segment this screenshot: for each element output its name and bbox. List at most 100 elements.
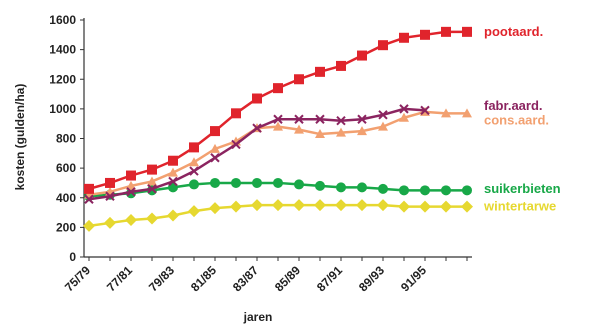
data-point [104,216,116,229]
data-point [126,170,136,181]
data-point [336,116,346,126]
data-point [168,155,178,166]
data-point [189,179,199,190]
data-point [441,108,451,118]
y-axis-ticks: 0 200 400 600 800 1000 1200 1400 1600 [49,13,84,264]
data-point [440,200,452,213]
series-label: cons.aard. [484,113,549,128]
y-tick-label: 0 [69,250,76,264]
data-point [189,157,199,167]
series-fabr-aard- [84,104,430,204]
data-point [294,74,304,85]
data-point [209,202,221,215]
series-label: wintertarwe [483,199,556,214]
data-point [420,105,430,116]
data-point [126,180,136,190]
x-tick-label: 79/83 [146,263,177,294]
data-point [315,129,325,139]
data-point [293,199,305,212]
data-point [357,114,367,124]
data-point [210,143,220,153]
data-point [356,199,368,212]
x-tick-label: 75/79 [62,263,93,294]
data-point [251,199,263,212]
x-tick-label: 91/95 [398,263,429,294]
data-point [314,199,326,212]
data-point [84,194,94,204]
x-tick-label: 89/93 [356,263,387,294]
data-point [189,166,199,176]
data-point [147,184,157,194]
data-point [230,200,242,213]
data-point [252,177,262,188]
data-point [399,112,409,122]
data-point [378,183,388,194]
data-point [336,60,346,71]
data-point [377,199,389,212]
data-point [147,176,157,186]
data-point [105,191,115,201]
data-point [105,177,115,188]
data-point [335,199,347,212]
data-point [273,114,283,124]
data-point [273,121,283,131]
y-tick-label: 400 [56,191,76,205]
data-point [273,177,283,188]
y-tick-label: 1000 [49,102,76,116]
data-point [420,29,430,40]
data-point [231,177,241,188]
data-point [231,108,241,119]
data-point [357,50,367,61]
data-point [441,26,451,37]
y-tick-label: 600 [56,161,76,175]
series-pootaard- [84,26,472,194]
data-point [231,139,241,150]
data-point [125,213,137,226]
y-tick-label: 1200 [49,72,76,86]
series-labels: pootaard. fabr.aard.cons.aard. suikerbiete… [483,24,561,214]
x-tick-label: 77/81 [104,263,135,294]
data-point [462,26,472,37]
series-group [83,26,473,232]
data-point [146,212,158,225]
data-point [294,114,304,124]
data-point [315,180,325,191]
data-point [167,209,179,222]
data-point [357,182,367,193]
y-axis-title: kosten (gulden/ha) [13,84,27,191]
data-point [461,200,473,213]
data-point [378,121,388,131]
data-point [126,187,136,197]
data-point [83,219,95,232]
data-point [399,32,409,43]
data-point [336,127,346,137]
x-tick-label: 81/85 [188,263,219,294]
series-label: suikerbieten [484,181,561,196]
series-label: fabr.aard. [484,98,543,113]
x-axis-ticks: 75/79 77/81 79/83 81/85 83/87 85/89 87/91 89/93… [62,257,468,294]
y-tick-label: 800 [56,132,76,146]
data-point [189,142,199,153]
data-point [420,185,430,196]
data-point [378,40,388,51]
data-point [441,185,451,196]
data-point [147,164,157,175]
y-tick-label: 200 [56,220,76,234]
data-point [210,177,220,188]
data-point [272,199,284,212]
data-point [188,205,200,218]
data-point [462,185,472,196]
y-tick-label: 1600 [49,13,76,27]
x-tick-label: 87/91 [314,263,345,294]
data-point [357,126,367,136]
data-point [294,124,304,134]
axes [83,18,472,258]
data-point [168,176,178,187]
y-tick-label: 1400 [49,43,76,57]
x-axis-title: jaren [243,310,273,324]
data-point [210,126,220,137]
series-wintertarwe [83,199,473,232]
data-point [210,153,220,163]
x-tick-label: 83/87 [230,263,261,294]
